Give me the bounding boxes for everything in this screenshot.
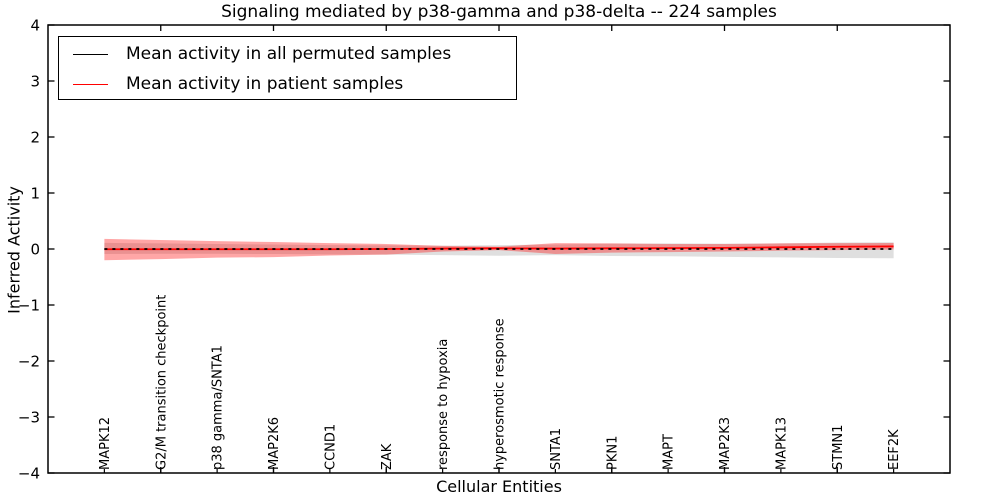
legend-label-patient: Mean activity in patient samples	[126, 74, 404, 94]
y-axis-label: Inferred Activity	[4, 186, 24, 314]
x-tick-label: STMN1	[831, 425, 846, 470]
x-tick-label: MAP2K3	[718, 417, 733, 470]
patient-line-sample-icon	[73, 83, 108, 85]
x-tick-label: response to hypoxia	[436, 339, 451, 470]
x-tick-label: ZAK	[380, 443, 395, 470]
x-tick-label: MAP2K6	[267, 417, 282, 470]
legend-entry-permuted: Mean activity in all permuted samples	[73, 39, 516, 69]
y-tick-label: 1	[30, 185, 40, 203]
y-tick-label: 4	[30, 17, 40, 35]
y-tick-label: 0	[30, 241, 40, 259]
band-0	[104, 242, 894, 259]
x-axis-label: Cellular Entities	[436, 477, 562, 496]
x-tick-label: SNTA1	[549, 428, 564, 470]
x-tick-label: MAPK12	[98, 417, 113, 470]
legend: Mean activity in all permuted samples Me…	[58, 36, 517, 100]
y-tick-label: −1	[18, 297, 40, 315]
y-tick-label: 3	[30, 73, 40, 91]
permuted-line-sample-icon	[73, 53, 108, 55]
y-tick-label: −2	[18, 353, 40, 371]
y-tick-label: −3	[18, 409, 40, 427]
legend-label-permuted: Mean activity in all permuted samples	[126, 44, 452, 64]
x-tick-label: EEF2K	[887, 429, 902, 470]
x-tick-label: MAPT	[662, 434, 677, 470]
chart-title: Signaling mediated by p38-gamma and p38-…	[221, 2, 777, 22]
y-tick-label: −4	[18, 465, 40, 483]
x-tick-label: p38 gamma/SNTA1	[211, 345, 226, 470]
x-tick-label: G2/M transition checkpoint	[154, 295, 169, 470]
x-tick-label: PKN1	[605, 436, 620, 470]
x-tick-label: MAPK13	[774, 417, 789, 470]
x-tick-label: hyperosmotic response	[493, 318, 508, 470]
legend-entry-patient: Mean activity in patient samples	[73, 69, 516, 99]
x-tick-label: CCND1	[323, 424, 338, 470]
y-tick-label: 2	[30, 129, 40, 147]
